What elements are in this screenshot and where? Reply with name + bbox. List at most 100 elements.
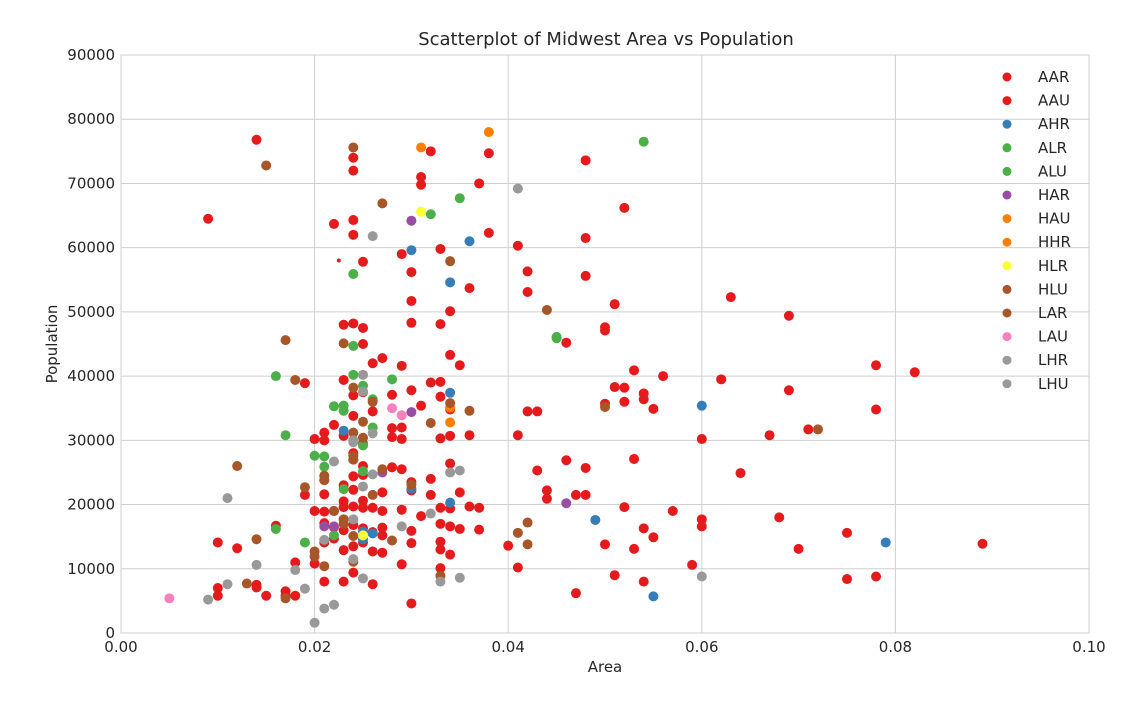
point-aar <box>532 465 543 476</box>
legend-marker-aar <box>1002 72 1012 82</box>
point-aar <box>251 582 262 593</box>
legend-marker-alr <box>1002 143 1012 153</box>
point-aar <box>348 484 359 495</box>
point-lhr <box>309 617 320 628</box>
legend-marker-hau <box>1002 214 1012 224</box>
point-aar <box>522 266 533 277</box>
point-aar <box>338 545 349 556</box>
point-alr <box>348 369 359 380</box>
point-ahr <box>445 497 456 508</box>
legend-label-hau: HAU <box>1038 210 1071 228</box>
point-aar <box>629 365 640 376</box>
y-tick-label: 20000 <box>67 496 115 514</box>
point-hlu <box>299 482 310 493</box>
legend-marker-aau <box>1002 96 1012 106</box>
point-ahr <box>464 236 475 247</box>
point-aar <box>358 339 368 349</box>
point-ahr <box>445 387 456 398</box>
point-hhr <box>483 127 494 138</box>
point-lhr <box>222 493 233 504</box>
y-tick-label: 30000 <box>67 431 115 449</box>
point-aar <box>435 502 446 513</box>
axis-ticks: 0.00 0.02 0.04 0.06 0.08 0.10 0 10000 20000 30000… <box>67 46 1105 656</box>
point-hau <box>445 417 456 428</box>
point-aau <box>336 258 341 263</box>
point-hlu <box>812 424 823 435</box>
point-aar <box>348 501 359 512</box>
point-hlu <box>522 539 533 550</box>
point-hlu <box>445 398 456 409</box>
point-aar <box>406 267 417 278</box>
point-hlu <box>338 518 349 529</box>
legend-label-ahr: AHR <box>1038 115 1070 133</box>
point-ahr <box>406 245 417 256</box>
point-aar <box>348 541 359 552</box>
point-alr <box>425 209 436 220</box>
point-aar <box>406 295 417 306</box>
legend-marker-lhr <box>1002 355 1012 365</box>
point-aar <box>435 544 446 555</box>
point-aar <box>793 543 804 554</box>
legend-label-alu: ALU <box>1038 162 1067 180</box>
point-aar <box>454 360 465 371</box>
point-lhr <box>367 428 378 439</box>
point-aar <box>474 502 485 513</box>
point-aar <box>290 590 301 601</box>
point-lhr <box>396 521 407 532</box>
legend-label-aar: AAR <box>1038 68 1069 86</box>
point-hlu <box>464 405 475 416</box>
point-lhr <box>328 456 339 467</box>
point-hlu <box>280 335 291 346</box>
point-hlu <box>512 527 523 538</box>
point-aar <box>212 583 223 594</box>
y-tick-label: 0 <box>105 624 115 642</box>
point-aar <box>435 319 446 330</box>
point-aar <box>609 382 620 393</box>
point-hlu <box>425 417 436 428</box>
point-aar <box>716 374 727 385</box>
point-aar <box>522 406 533 417</box>
point-alr <box>348 268 359 279</box>
legend-marker-har <box>1002 190 1012 200</box>
point-aar <box>377 353 388 364</box>
point-aar <box>338 502 349 513</box>
point-hlu <box>261 160 272 171</box>
legend-label-hlr: HLR <box>1038 257 1068 275</box>
y-tick-label: 40000 <box>67 367 115 385</box>
point-aar <box>251 134 262 145</box>
point-aar <box>416 172 427 183</box>
point-aar <box>319 506 330 517</box>
point-hlu <box>338 338 349 349</box>
point-ahr <box>648 591 659 602</box>
point-aar <box>619 202 630 213</box>
y-tick-label: 80000 <box>67 110 115 128</box>
point-aar <box>648 403 659 414</box>
point-aar <box>512 562 523 573</box>
point-aar <box>580 489 591 500</box>
point-aar <box>377 487 388 498</box>
point-lhr <box>358 369 368 380</box>
point-aar <box>358 256 368 267</box>
point-alr <box>454 193 465 204</box>
point-aar <box>367 406 378 417</box>
point-aar <box>648 532 659 543</box>
point-aar <box>348 567 359 578</box>
point-aar <box>580 155 591 166</box>
plot-frame <box>120 54 1090 634</box>
point-aar <box>445 549 456 560</box>
point-aar <box>309 558 320 569</box>
x-axis-label: Area <box>588 658 623 676</box>
point-aar <box>406 385 417 396</box>
x-tick-label: 0.10 <box>1072 638 1105 656</box>
point-aar <box>658 371 669 382</box>
point-aar <box>396 464 407 475</box>
point-alr <box>328 530 339 541</box>
y-tick-label: 70000 <box>67 174 115 192</box>
point-aar <box>309 505 320 516</box>
point-aar <box>387 462 398 473</box>
point-aar <box>696 521 707 532</box>
y-tick-label: 10000 <box>67 560 115 578</box>
point-lhr <box>319 534 330 545</box>
point-aar <box>638 394 649 405</box>
point-har <box>406 215 417 226</box>
